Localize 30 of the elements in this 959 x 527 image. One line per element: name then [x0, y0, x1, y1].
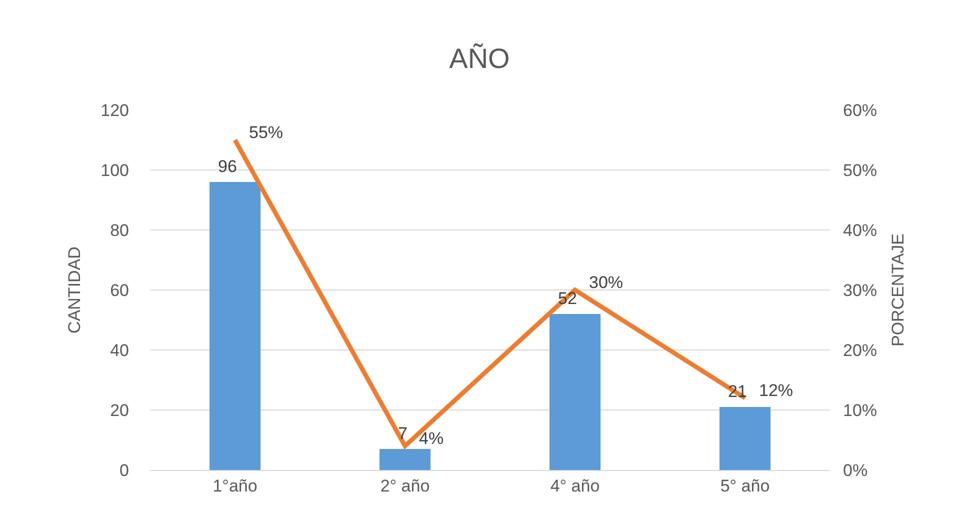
- x-tick-label: 1°año: [212, 476, 258, 496]
- data-label: 4%: [419, 429, 444, 448]
- y2-tick-label: 20%: [843, 340, 878, 360]
- data-label: 12%: [759, 381, 794, 400]
- x-tick-label: 2° año: [380, 476, 430, 496]
- y2-tick-label: 30%: [843, 280, 878, 300]
- data-label: 30%: [589, 273, 624, 292]
- y-tick-label: 20: [110, 400, 129, 420]
- y2-axis-title: PORCENTAJE: [888, 233, 908, 347]
- bar: [210, 182, 260, 470]
- y-tick-label: 40: [110, 340, 129, 360]
- y-tick-label: 80: [110, 220, 129, 240]
- y-tick-label: 100: [100, 160, 129, 180]
- bar: [380, 449, 430, 470]
- x-tick-label: 5° año: [720, 476, 770, 496]
- chart-title: AÑO: [449, 42, 510, 74]
- y2-tick-label: 0%: [843, 460, 868, 480]
- y2-tick-label: 40%: [843, 220, 878, 240]
- y-tick-label: 0: [120, 460, 129, 480]
- bar: [720, 407, 770, 470]
- y-axis-title: CANTIDAD: [65, 246, 84, 334]
- x-tick-label: 4° año: [550, 476, 600, 496]
- bar: [550, 314, 600, 470]
- y-tick-label: 120: [100, 100, 129, 120]
- y-tick-label: 60: [110, 280, 129, 300]
- y2-tick-label: 60%: [843, 100, 878, 120]
- y2-tick-label: 10%: [843, 400, 878, 420]
- data-label: 55%: [249, 123, 284, 142]
- y2-tick-label: 50%: [843, 160, 878, 180]
- data-label: 96: [218, 157, 237, 176]
